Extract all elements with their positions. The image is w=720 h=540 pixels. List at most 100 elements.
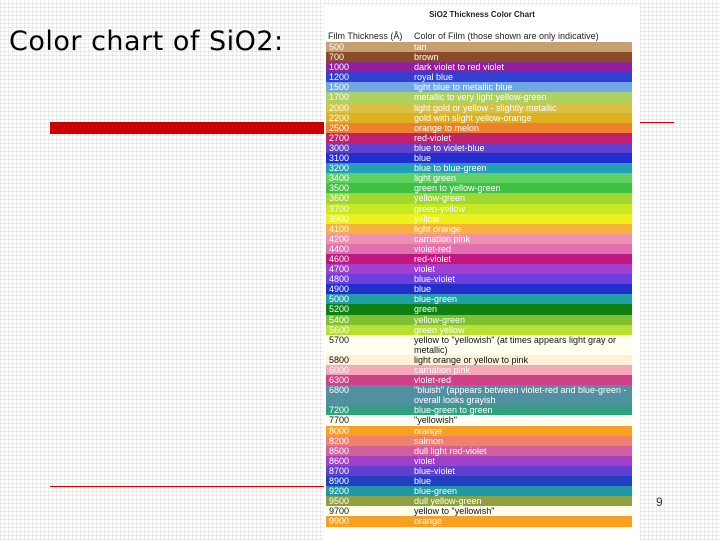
chart-row: 2000 light gold or yellow - slightly meta… — [326, 102, 632, 113]
row-color-description: light orange — [414, 223, 462, 234]
row-color-description: blue-violet — [414, 274, 456, 285]
row-color-description: yellow-green — [414, 193, 466, 204]
chart-row: 8900 blue — [326, 476, 632, 487]
thickness-color-chart: SiO2 Thickness Color Chart Film Thicknes… — [324, 6, 640, 540]
row-color-description: salmon — [414, 435, 444, 446]
row-color-description: light blue to metallic blue — [414, 82, 513, 93]
chart-row: 2500 orange to melon — [326, 122, 632, 133]
row-thickness: 3100 — [329, 153, 350, 164]
chart-row: 9700 yellow to "yellowish" — [326, 506, 632, 517]
chart-row: 4200 carnation pink — [326, 233, 632, 244]
chart-row: 8000 orange — [326, 425, 632, 436]
chart-rows: 500 tan 700 brown 1000 dark violet to red vio… — [326, 42, 632, 527]
row-thickness: 1700 — [329, 92, 350, 103]
chart-row: 4800 blue-violet — [326, 274, 632, 285]
row-color-description: light gold or yellow - slightly metallic — [414, 102, 557, 113]
row-thickness: 700 — [329, 52, 345, 63]
row-thickness: 8000 — [329, 425, 350, 436]
row-thickness: 5700 — [329, 334, 350, 345]
chart-row: 3600 yellow-green — [326, 193, 632, 204]
chart-header: Film Thickness (Å) Color of Film (those … — [326, 31, 632, 42]
row-color-description: blue to violet-blue — [414, 142, 485, 153]
row-color-description: gold with slight yellow-orange — [414, 112, 532, 123]
row-color-description: red-violet — [414, 132, 452, 143]
chart-row: 3700 green-yellow — [326, 203, 632, 214]
row-thickness: 4200 — [329, 233, 350, 244]
chart-row: 3200 blue to blue-green — [326, 163, 632, 174]
row-thickness: 6300 — [329, 375, 350, 386]
row-thickness: 8500 — [329, 445, 350, 456]
chart-row: 5600 green yellow — [326, 324, 632, 335]
chart-row: 5000 blue-green — [326, 294, 632, 305]
chart-row: 4900 blue — [326, 284, 632, 295]
row-color-description: royal blue — [414, 72, 454, 83]
slide-title: Color chart of SiO2: — [9, 26, 284, 57]
row-thickness: 5200 — [329, 304, 350, 315]
row-color-description: green to yellow-green — [414, 183, 501, 194]
chart-title: SiO2 Thickness Color Chart — [429, 10, 535, 19]
row-thickness: 4900 — [329, 284, 350, 295]
chart-row: 7200 blue-green to green — [326, 405, 632, 416]
header-thickness: Film Thickness (Å) — [328, 31, 403, 41]
row-thickness: 5000 — [329, 294, 350, 305]
row-color-description: yellow — [414, 213, 440, 224]
row-thickness: 5800 — [329, 354, 350, 365]
row-color-description: metallic to very light yellow-green — [414, 92, 547, 103]
chart-row: 9900 orange — [326, 516, 632, 527]
chart-row: 8500 dull light red-violet — [326, 445, 632, 456]
chart-row: 5200 green — [326, 304, 632, 315]
chart-row: 2700 red-violet — [326, 132, 632, 143]
row-color-description: blue — [414, 284, 432, 295]
row-thickness: 6000 — [329, 365, 350, 375]
row-thickness: 5400 — [329, 314, 350, 325]
row-color-description: light orange or yellow to pink — [414, 354, 529, 365]
row-color-description: dark violet to red violet — [414, 62, 505, 73]
row-color-description: violet-red — [414, 243, 452, 254]
row-thickness: 2700 — [329, 132, 350, 143]
row-thickness: 3000 — [329, 142, 350, 153]
row-thickness: 7200 — [329, 405, 350, 416]
chart-row: 8700 blue-violet — [326, 465, 632, 477]
chart-row: 4400 violet-red — [326, 243, 632, 254]
row-thickness: 4100 — [329, 223, 350, 234]
row-thickness: 1200 — [329, 72, 350, 83]
chart-row: 3100 blue — [326, 153, 632, 164]
row-thickness: 4400 — [329, 243, 350, 254]
row-thickness: 9200 — [329, 486, 350, 497]
chart-row: 1200 royal blue — [326, 72, 632, 83]
chart-row: 5400 yellow-green — [326, 314, 632, 325]
row-color-description: "bluish" (appears between violet-red and… — [414, 385, 627, 406]
row-thickness: 3900 — [329, 213, 350, 224]
chart-row: 3900 yellow — [326, 213, 632, 224]
chart-row: 500 tan — [326, 42, 632, 53]
chart-row: 3500 green to yellow-green — [326, 183, 632, 194]
row-color-description: yellow to "yellowish" — [414, 506, 495, 517]
chart-row: 4700 violet — [326, 264, 632, 275]
row-color-description: dull light red-violet — [414, 445, 487, 456]
row-thickness: 500 — [329, 42, 345, 52]
chart-row: 6800 "bluish" (appears between violet-red… — [326, 385, 632, 406]
chart-row: 6000 carnation pink — [326, 365, 632, 376]
row-thickness: 8200 — [329, 435, 350, 446]
chart-row: 6300 violet-red — [326, 375, 632, 386]
row-color-description: green — [414, 304, 438, 315]
row-color-description: blue — [414, 153, 432, 164]
row-thickness: 4700 — [329, 264, 350, 275]
row-thickness: 3600 — [329, 193, 350, 204]
chart-row: 8200 salmon — [326, 435, 632, 446]
row-color-description: green yellow — [414, 324, 465, 335]
row-color-description: light green — [414, 173, 457, 184]
row-color-description: violet — [414, 264, 436, 275]
row-thickness: 9900 — [329, 516, 350, 527]
row-color-description: blue-green — [414, 294, 458, 305]
divider-line-right — [632, 122, 674, 123]
row-thickness: 2500 — [329, 122, 350, 133]
chart-row: 7700 "yellowish" — [326, 415, 632, 426]
chart-row: 5700 yellow to "yellowish" (at times appe… — [326, 334, 632, 355]
row-thickness: 3500 — [329, 183, 350, 194]
chart-row: 3000 blue to violet-blue — [326, 142, 632, 154]
footer-divider-line — [50, 486, 324, 487]
row-thickness: 9500 — [329, 496, 350, 507]
page-number: 9 — [656, 495, 663, 509]
row-color-description: red-violet — [414, 253, 452, 264]
